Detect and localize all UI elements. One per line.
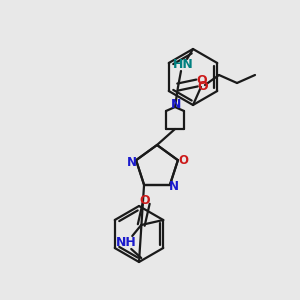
Text: O: O: [197, 74, 207, 88]
Text: N: N: [171, 98, 181, 112]
Text: NH: NH: [116, 236, 136, 250]
Text: HN: HN: [172, 58, 194, 71]
Text: O: O: [178, 154, 188, 167]
Text: N: N: [127, 156, 137, 169]
Text: O: O: [198, 80, 208, 94]
Text: O: O: [139, 194, 150, 206]
Text: N: N: [169, 180, 179, 193]
